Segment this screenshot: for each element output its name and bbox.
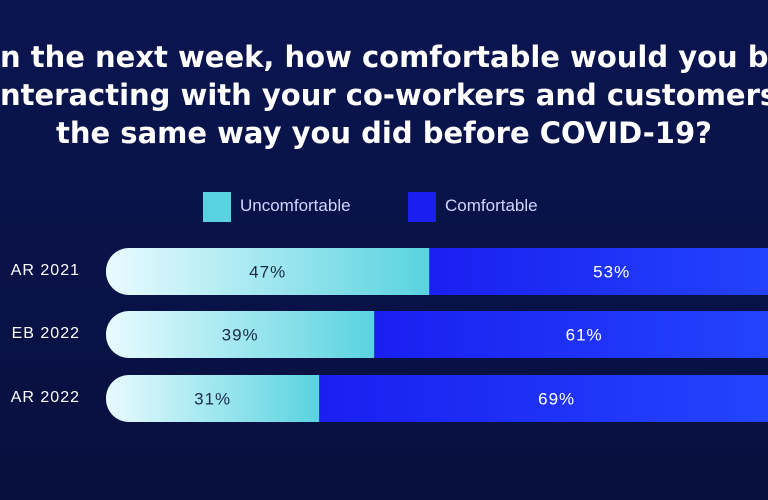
category-tick-label: AR 2021 [10, 261, 80, 279]
bar-row [106, 375, 768, 422]
legend-swatch-uncomfortable [203, 192, 231, 222]
chart-title: n the next week, how comfortable would y… [0, 38, 768, 152]
data-label-comfortable: 61% [566, 326, 603, 345]
category-tick-label: AR 2022 [10, 388, 80, 406]
chart-title-line-1: n the next week, how comfortable would y… [0, 40, 768, 74]
bar-row [106, 311, 768, 358]
legend-label-uncomfortable: Uncomfortable [240, 196, 351, 215]
bar-comfortable [374, 311, 768, 358]
category-tick-label: EB 2022 [11, 324, 80, 342]
bar-uncomfortable [106, 311, 375, 358]
bar-uncomfortable [106, 375, 320, 422]
legend-label-comfortable: Comfortable [445, 196, 538, 215]
data-label-comfortable: 69% [538, 390, 575, 409]
data-label-uncomfortable: 31% [194, 390, 231, 409]
bar-comfortable [319, 375, 768, 422]
legend-swatch-comfortable [408, 192, 436, 222]
bar-uncomfortable [106, 248, 430, 295]
bar-row [106, 248, 768, 295]
data-label-uncomfortable: 47% [249, 263, 286, 282]
bar-comfortable [429, 248, 768, 295]
chart-title-line-3: the same way you did before COVID-19? [56, 116, 712, 150]
data-label-comfortable: 53% [593, 263, 630, 282]
chart-title-line-2: nteracting with your co-workers and cust… [0, 78, 768, 112]
data-label-uncomfortable: 39% [222, 326, 259, 345]
